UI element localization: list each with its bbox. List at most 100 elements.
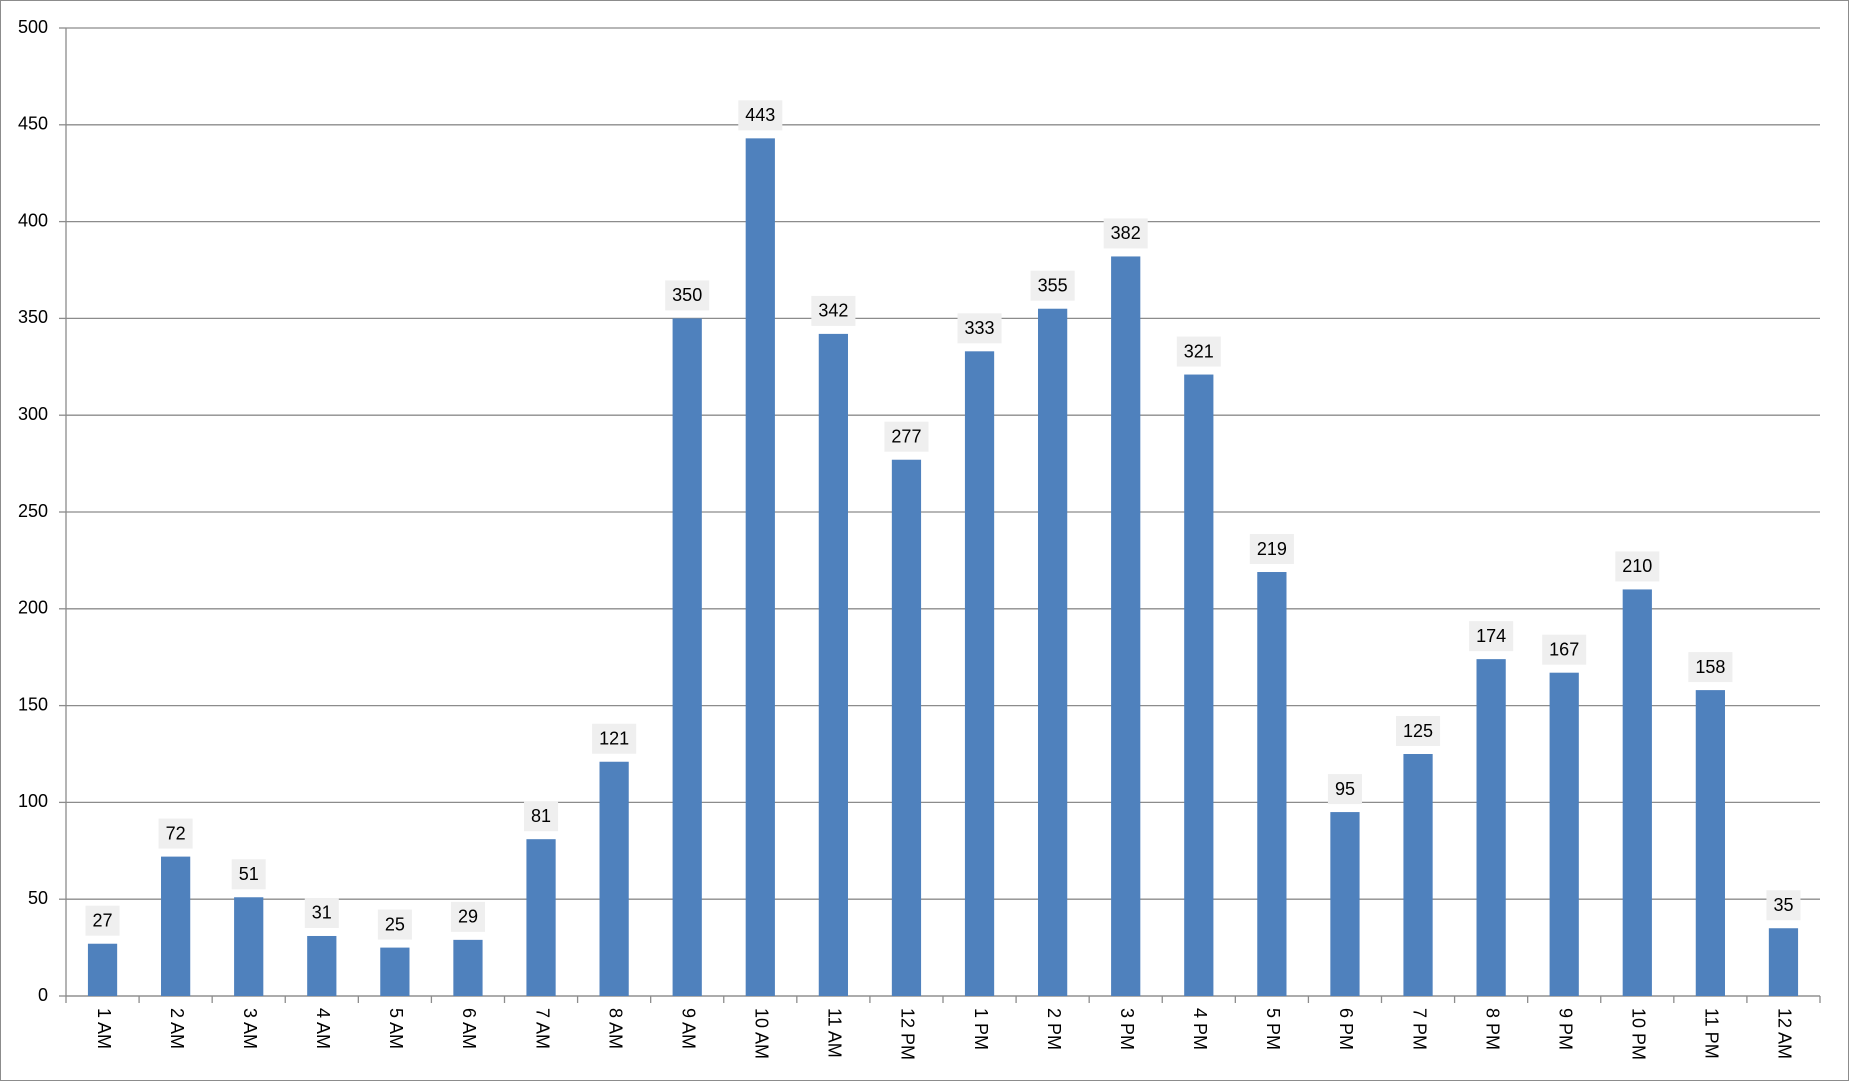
data-label-group: 81	[524, 801, 559, 832]
data-label-bg	[1103, 218, 1148, 249]
x-tick-label: 9 AM	[678, 1008, 698, 1049]
data-label-bg	[884, 421, 929, 452]
x-tick-label: 10 AM	[752, 1008, 772, 1059]
x-tick-label: 12 AM	[1775, 1008, 1795, 1059]
data-label: 72	[166, 823, 186, 843]
data-label-group: 25	[377, 909, 412, 940]
y-tick-label: 0	[38, 985, 48, 1005]
data-label-group: 342	[811, 295, 856, 326]
bar	[1111, 256, 1141, 996]
bar	[1549, 672, 1579, 996]
y-tick-label: 400	[18, 210, 48, 230]
bar	[1038, 308, 1068, 997]
bar	[964, 351, 995, 996]
x-tick-label: 7 AM	[532, 1008, 552, 1049]
data-label-bg	[1249, 534, 1294, 565]
data-label-bg	[1327, 774, 1362, 805]
bar	[307, 935, 337, 996]
x-tick-label: 9 PM	[1555, 1008, 1575, 1050]
data-label-group: 72	[158, 818, 193, 849]
y-tick-label: 250	[18, 501, 48, 521]
data-label: 167	[1549, 639, 1579, 659]
x-tick-label: 4 AM	[313, 1008, 333, 1049]
data-label: 121	[599, 728, 629, 748]
bar	[599, 761, 629, 996]
data-label-bg	[1030, 270, 1075, 301]
bar	[745, 138, 775, 997]
x-tick-label: 3 PM	[1117, 1008, 1137, 1050]
bar	[161, 856, 191, 996]
data-label-bg	[1396, 716, 1441, 746]
x-tick-label: 3 AM	[240, 1008, 260, 1049]
bar	[380, 947, 410, 996]
data-label-bg	[1615, 551, 1660, 582]
data-label-bg	[231, 859, 266, 890]
data-label: 321	[1184, 341, 1214, 361]
data-label-bg	[1688, 652, 1733, 683]
data-label-bg	[738, 100, 783, 131]
data-label-bg	[524, 801, 559, 832]
bar	[1622, 589, 1652, 996]
data-label: 29	[458, 907, 478, 927]
data-label: 382	[1111, 223, 1141, 243]
y-tick-label: 300	[18, 404, 48, 424]
data-label: 210	[1622, 556, 1652, 576]
data-label: 342	[818, 301, 848, 321]
data-label-group: 210	[1615, 551, 1660, 582]
data-label: 25	[385, 914, 405, 934]
data-label: 27	[93, 910, 113, 930]
x-tick-label: 4 PM	[1190, 1008, 1210, 1050]
bar	[1476, 659, 1506, 996]
data-label-bg	[592, 723, 637, 754]
data-label-group: 321	[1176, 336, 1221, 367]
data-label-group: 27	[85, 905, 120, 936]
data-label-group: 443	[738, 100, 783, 131]
data-label: 81	[531, 806, 551, 826]
data-label: 219	[1257, 539, 1287, 559]
bar	[526, 839, 556, 996]
x-tick-label: 1 PM	[971, 1008, 991, 1050]
y-tick-label: 450	[18, 114, 48, 134]
data-label-group: 95	[1327, 774, 1362, 805]
data-label: 95	[1335, 779, 1355, 799]
y-tick-label: 500	[18, 17, 48, 37]
y-tick-label: 350	[18, 307, 48, 327]
y-tick-label: 50	[28, 888, 48, 908]
bar	[1257, 572, 1287, 996]
data-label: 31	[312, 903, 332, 923]
data-label: 125	[1403, 721, 1433, 741]
x-tick-label: 1 AM	[94, 1008, 114, 1049]
x-tick-label: 2 PM	[1044, 1008, 1064, 1050]
data-label-group: 125	[1396, 716, 1441, 746]
bar	[891, 459, 922, 996]
data-label-group: 174	[1469, 621, 1514, 652]
x-tick-label: 6 AM	[459, 1008, 479, 1049]
data-label-group: 29	[450, 901, 485, 932]
y-tick-label: 150	[18, 694, 48, 714]
y-tick-label: 200	[18, 598, 48, 618]
data-label-group: 121	[592, 723, 637, 754]
data-label: 51	[239, 864, 259, 884]
x-tick-label: 2 AM	[167, 1008, 187, 1049]
data-label-group: 219	[1249, 534, 1294, 565]
bar	[818, 333, 848, 996]
data-label-group: 333	[957, 313, 1002, 344]
data-label-bg	[158, 818, 193, 849]
data-label-group: 158	[1688, 652, 1733, 683]
data-label: 277	[891, 426, 921, 446]
data-label: 355	[1038, 275, 1068, 295]
data-label-bg	[85, 905, 120, 936]
data-label-bg	[1766, 890, 1801, 921]
x-tick-label: 11 AM	[825, 1008, 845, 1058]
data-label-bg	[811, 295, 856, 326]
data-label-bg	[377, 909, 412, 940]
x-tick-label: 7 PM	[1409, 1008, 1429, 1050]
data-label: 333	[965, 318, 995, 338]
bar	[1184, 374, 1214, 996]
bar	[453, 939, 483, 996]
data-label-bg	[304, 897, 339, 928]
x-tick-label: 11 PM	[1702, 1008, 1722, 1059]
data-label-bg	[957, 313, 1002, 344]
data-label: 350	[672, 285, 702, 305]
